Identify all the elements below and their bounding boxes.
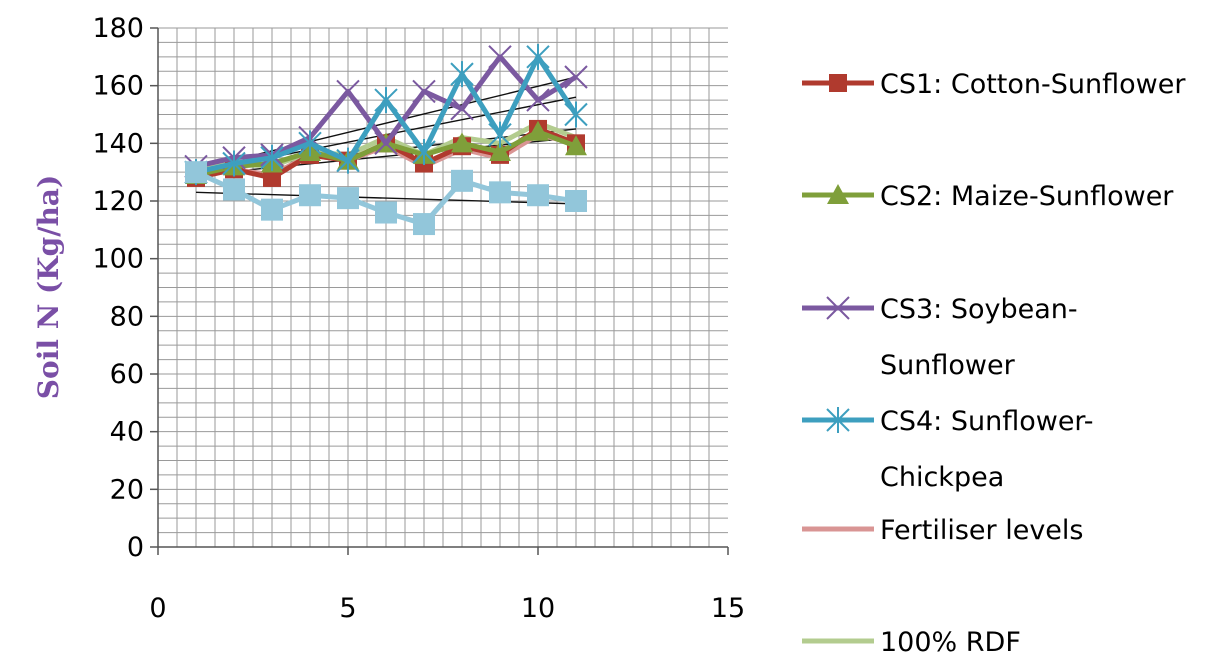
y-tick-label: 140 <box>92 128 144 159</box>
plot-grid <box>158 27 728 547</box>
x-marker <box>488 45 512 69</box>
star-marker <box>826 407 850 433</box>
y-tick-label: 120 <box>92 186 144 217</box>
star-marker <box>412 138 436 165</box>
y-tick-label: 40 <box>110 417 144 448</box>
y-tick-label: 180 <box>92 13 144 44</box>
x-marker <box>564 65 588 89</box>
triangle-marker <box>489 140 511 161</box>
square-marker <box>261 198 283 221</box>
triangle-marker <box>527 120 549 141</box>
square-marker <box>263 168 281 187</box>
star-marker <box>564 101 588 128</box>
star-marker <box>260 144 284 171</box>
legend: CS1: Cotton-Sunflower CS2: Maize-Sunflowe… <box>802 69 1186 658</box>
legend-entry: Fertiliser levels <box>802 515 1084 546</box>
triangle-marker <box>565 135 587 156</box>
square-marker <box>413 213 435 236</box>
triangle-marker <box>827 184 849 204</box>
y-tick-label: 160 <box>92 71 144 102</box>
axis-ticks: 0 20 40 60 80 100 120 140 160 180 0 5 10 15 <box>92 13 745 624</box>
chart-axes <box>157 28 728 548</box>
x-tick-label: 10 <box>521 593 555 624</box>
square-marker <box>185 161 207 184</box>
square-marker <box>829 74 847 92</box>
star-marker <box>488 121 512 148</box>
star-marker <box>336 147 360 174</box>
legend-label: 100% RDF <box>880 627 1021 658</box>
data-series <box>184 43 588 236</box>
star-marker <box>450 61 474 88</box>
legend-entry: CS1: Cotton-Sunflower <box>802 69 1186 100</box>
square-marker <box>375 201 397 224</box>
legend-label: CS2: Maize-Sunflower <box>880 181 1174 212</box>
x-marker <box>826 296 850 320</box>
legend-label: Fertiliser levels <box>880 515 1084 546</box>
legend-label: Sunflower <box>880 350 1016 381</box>
square-marker <box>299 184 321 207</box>
legend-label: CS4: Sunflower- <box>880 406 1094 437</box>
square-marker <box>451 169 473 192</box>
x-tick-label: 5 <box>339 593 356 624</box>
y-tick-label: 0 <box>127 532 144 563</box>
square-marker <box>337 187 359 210</box>
square-marker <box>527 184 549 207</box>
legend-entry: 100% RDF <box>802 627 1021 658</box>
triangle-marker <box>451 132 473 153</box>
y-axis-label: Soil N (Kg/ha) <box>32 175 65 399</box>
x-marker <box>450 97 474 121</box>
x-marker <box>336 79 360 104</box>
legend-label: CS3: Soybean- <box>880 294 1078 325</box>
star-marker <box>298 130 322 157</box>
star-marker <box>222 150 246 177</box>
x-marker <box>526 88 550 112</box>
legend-entry: CS2: Maize-Sunflower <box>802 181 1174 212</box>
legend-label: CS1: Cotton-Sunflower <box>880 69 1186 100</box>
x-tick-label: 15 <box>711 593 745 624</box>
y-tick-label: 80 <box>110 301 144 332</box>
x-tick-label: 0 <box>149 593 166 624</box>
legend-entry: CS4: Sunflower- Chickpea <box>802 406 1094 493</box>
trendline <box>195 191 577 205</box>
star-marker <box>526 43 550 70</box>
square-marker <box>489 181 511 204</box>
series-unlabeled <box>185 161 587 236</box>
legend-label: Chickpea <box>880 462 1004 493</box>
star-marker <box>374 87 398 114</box>
legend-entry: CS3: Soybean- Sunflower <box>802 294 1078 381</box>
y-tick-label: 60 <box>110 359 144 390</box>
y-tick-label: 100 <box>92 244 144 275</box>
series-cs4-sunflower-chickpea <box>184 43 588 186</box>
square-marker <box>565 190 587 212</box>
y-tick-label: 20 <box>110 474 144 505</box>
x-marker <box>412 79 436 104</box>
x-marker <box>374 131 398 156</box>
square-marker <box>223 178 245 201</box>
